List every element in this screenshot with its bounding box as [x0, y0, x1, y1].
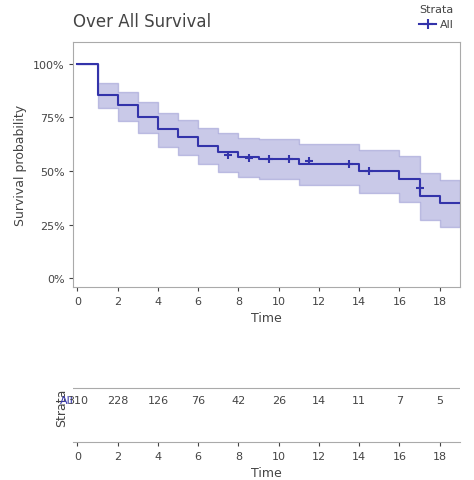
Text: 42: 42 — [231, 396, 246, 406]
Text: 126: 126 — [147, 396, 169, 406]
Text: Over All Survival: Over All Survival — [73, 13, 211, 31]
X-axis label: Time: Time — [251, 312, 282, 324]
Text: 26: 26 — [272, 396, 286, 406]
Text: 76: 76 — [191, 396, 205, 406]
Text: 7: 7 — [396, 396, 403, 406]
Y-axis label: Survival probability: Survival probability — [14, 105, 27, 226]
Text: All: All — [60, 396, 73, 406]
Y-axis label: Strata: Strata — [55, 388, 68, 426]
Legend: All: All — [419, 5, 454, 30]
Text: 228: 228 — [107, 396, 128, 406]
X-axis label: Time: Time — [251, 466, 282, 479]
Text: 5: 5 — [436, 396, 443, 406]
Text: 14: 14 — [312, 396, 326, 406]
Text: 11: 11 — [352, 396, 366, 406]
Text: 310: 310 — [67, 396, 88, 406]
